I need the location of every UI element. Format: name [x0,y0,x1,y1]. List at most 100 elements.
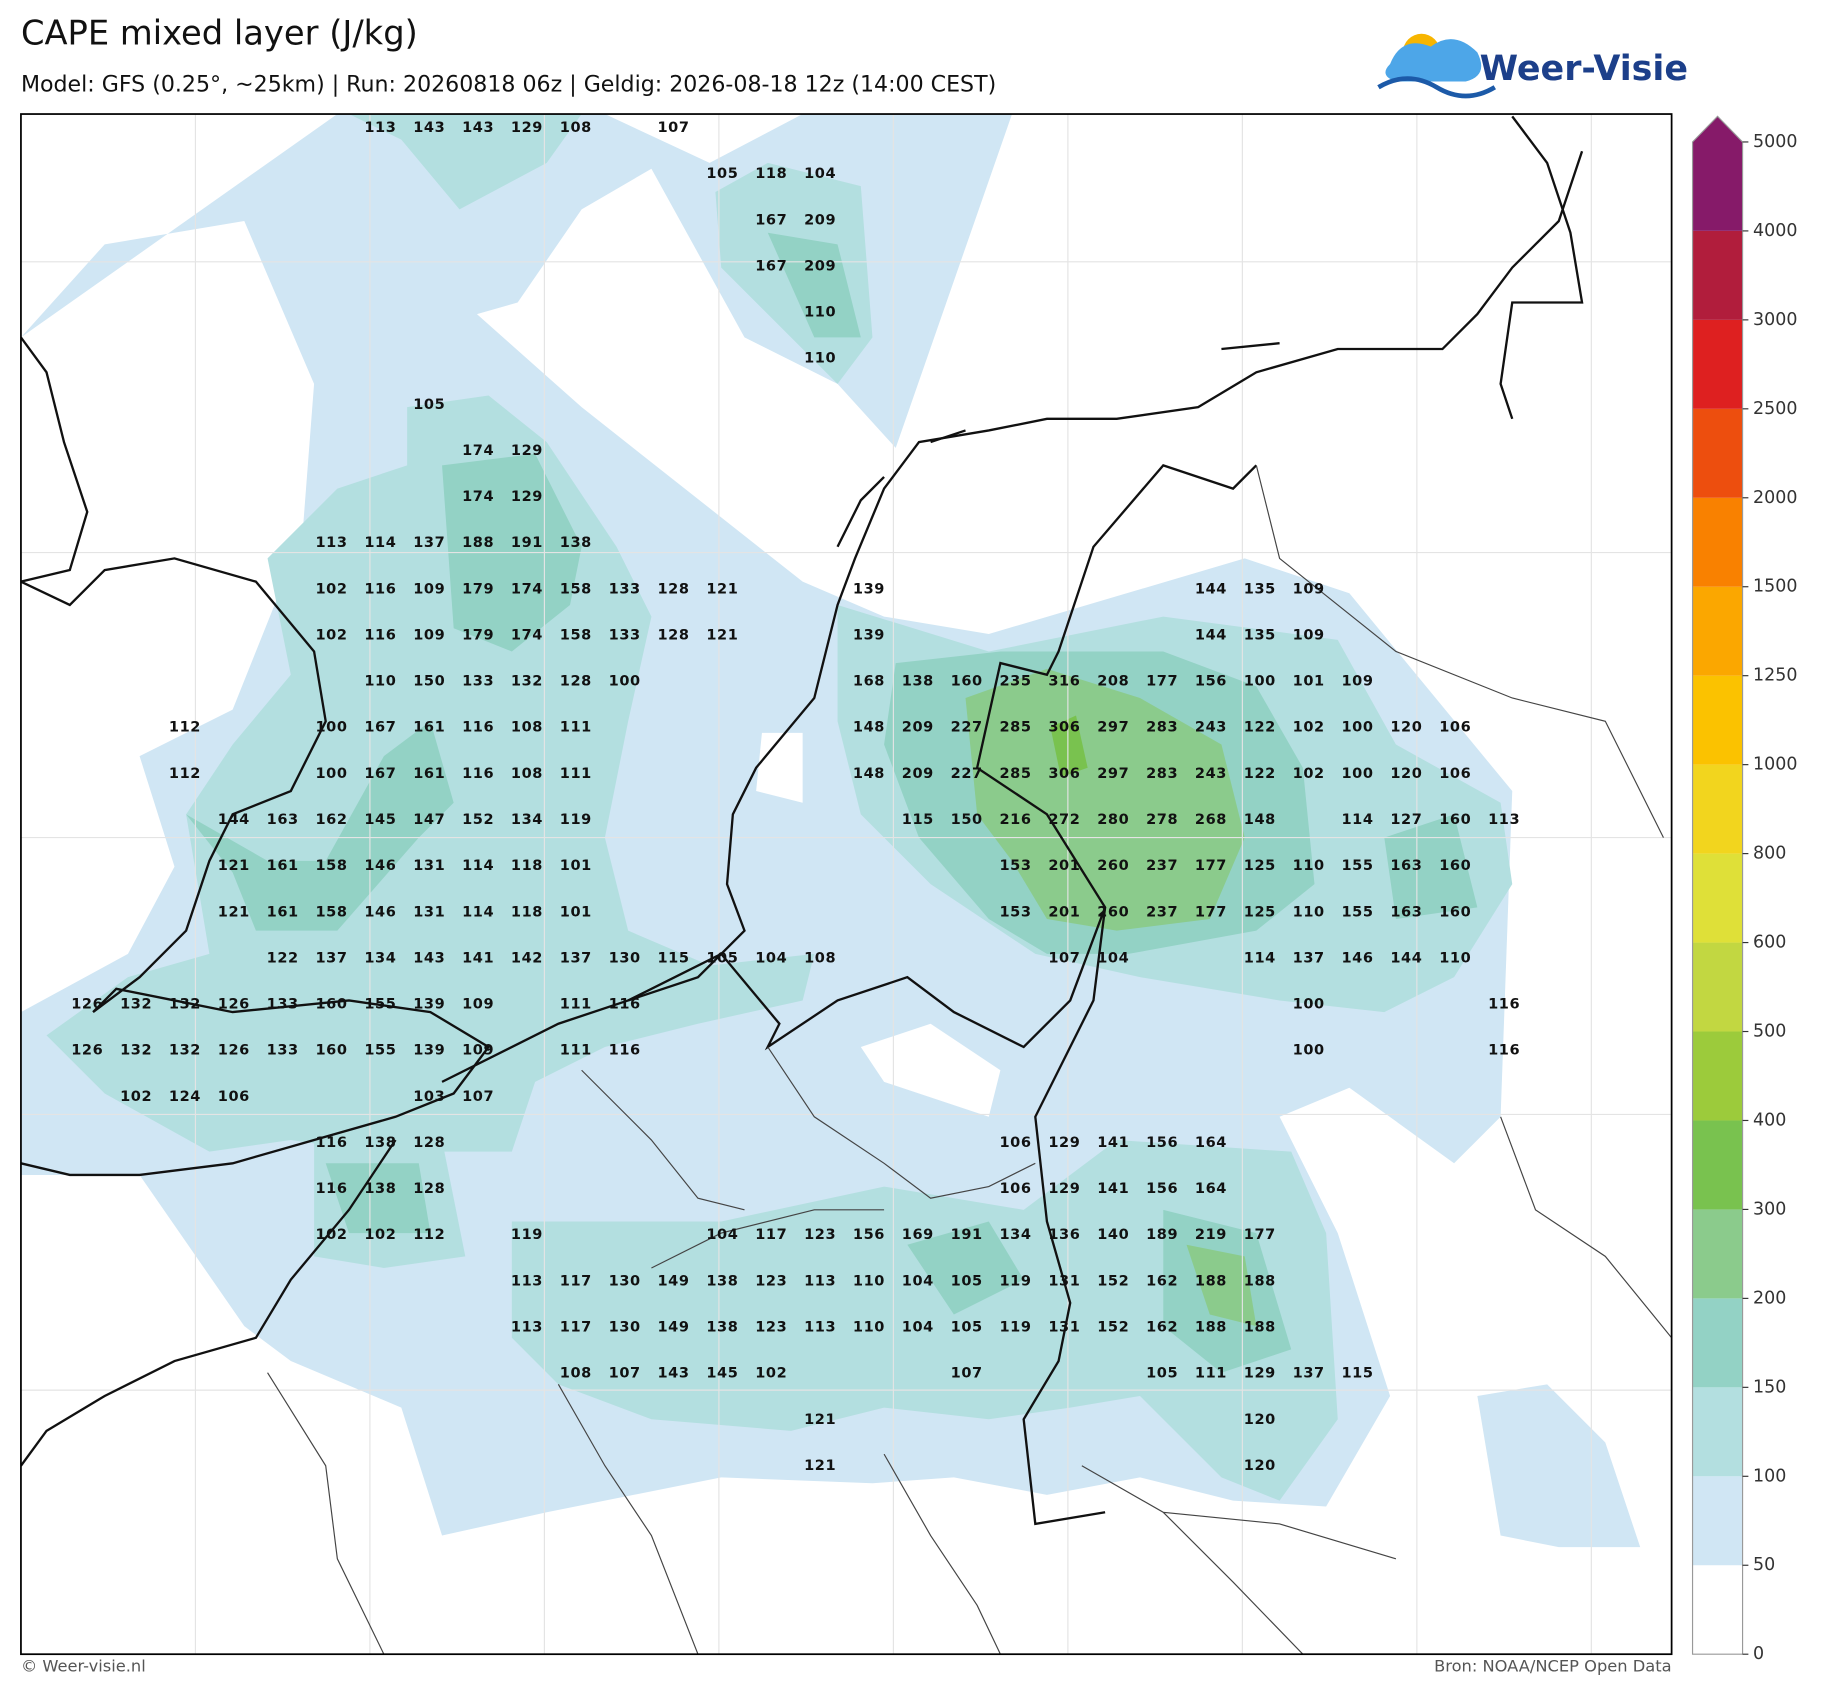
cape-value: 156 [853,1227,885,1243]
cape-value: 109 [413,581,445,597]
cape-value: 138 [706,1320,738,1336]
cape-value: 122 [1244,720,1276,736]
cape-value: 100 [1293,997,1325,1013]
cape-value: 156 [1146,1135,1178,1151]
cape-0-hole [756,732,1001,1117]
cape-value: 143 [462,120,494,136]
cape-value: 116 [315,1135,347,1151]
cape-value: 152 [462,812,494,828]
colorbar-segment [1692,853,1743,943]
cape-value: 134 [511,812,543,828]
cape-value: 158 [560,581,592,597]
cape-value: 103 [413,1089,445,1105]
colorbar: 0 50 100 150 200 300 400 500 600 800 1000 1250 1500 2… [1691,115,1797,1664]
cape-value: 148 [853,720,885,736]
cape-value: 179 [462,581,494,597]
cape-value: 110 [364,674,396,690]
cape-value: 102 [315,627,347,643]
graticule [20,114,1672,1655]
cape-value: 101 [560,858,592,874]
cape-value: 104 [902,1273,934,1289]
colorbar-tick-label: 0 [1753,1644,1764,1664]
cape-value: 119 [560,812,592,828]
cape-value: 130 [609,950,641,966]
cape-value: 150 [951,812,983,828]
cape-value: 163 [267,812,299,828]
cape-value: 156 [1146,1181,1178,1197]
cape-value: 104 [902,1320,934,1336]
colorbar-tick-label: 5000 [1753,132,1797,152]
cape-value: 144 [1195,581,1227,597]
colorbar-tick-label: 100 [1753,1466,1786,1486]
cape-value: 117 [755,1227,787,1243]
cape-value: 102 [1293,720,1325,736]
colorbar-tick-label: 800 [1753,844,1786,864]
cape-value: 126 [218,997,250,1013]
cape-value: 106 [218,1089,250,1105]
cape-value: 126 [71,997,103,1013]
cape-value: 137 [560,950,592,966]
value-labels: 113 143 143 129 108 107 105 118 104 167 209 167 209 1… [71,120,1519,1474]
cape-value: 131 [1048,1320,1080,1336]
cape-value: 235 [999,674,1031,690]
cape-value: 119 [511,1227,543,1243]
cape-value: 209 [902,720,934,736]
cape-value: 108 [560,1366,592,1382]
title: CAPE mixed layer (J/kg) [21,13,418,52]
cape-value: 121 [218,858,250,874]
cape-value: 111 [560,720,592,736]
cape-value: 243 [1195,766,1227,782]
cape-value: 102 [120,1089,152,1105]
cape-value: 160 [1439,904,1471,920]
cape-value: 146 [1341,950,1373,966]
cape-value: 137 [1293,1366,1325,1382]
cape-value: 227 [951,766,983,782]
cape-value: 208 [1097,674,1129,690]
cape-value: 160 [315,997,347,1013]
cape-value: 102 [1293,766,1325,782]
cape-value: 135 [1244,627,1276,643]
cape-value: 144 [1195,627,1227,643]
cape-value: 116 [462,766,494,782]
cape-value: 129 [1048,1135,1080,1151]
cape-value: 100 [1341,720,1373,736]
cape-200-area [965,668,1257,1327]
colorbar-segment [1692,942,1743,1032]
cape-value: 105 [706,950,738,966]
cape-value: 149 [657,1320,689,1336]
cape-value: 143 [413,950,445,966]
cape-value: 141 [462,950,494,966]
cape-value: 112 [169,720,201,736]
cape-value: 128 [560,674,592,690]
cape-value: 119 [999,1320,1031,1336]
cape-value: 209 [804,258,836,274]
cape-value: 152 [1097,1273,1129,1289]
cape-value: 112 [169,766,201,782]
cape-value: 122 [1244,766,1276,782]
cape-value: 135 [1244,581,1276,597]
cape-value: 121 [218,904,250,920]
cape-value: 150 [413,674,445,690]
cape-value: 174 [462,443,494,459]
cape-value: 306 [1048,766,1080,782]
cape-value: 139 [413,997,445,1013]
cape-value: 148 [853,766,885,782]
cape-value: 116 [462,720,494,736]
cape-value: 216 [999,812,1031,828]
cape-value: 139 [853,581,885,597]
cape-value: 100 [1341,766,1373,782]
cape-value: 160 [951,674,983,690]
cape-value: 111 [560,766,592,782]
cape-value: 260 [1097,904,1129,920]
cape-value: 144 [1390,950,1422,966]
cape-value: 163 [1390,904,1422,920]
cape-value: 112 [413,1227,445,1243]
cape-value: 147 [413,812,445,828]
map-frame [20,113,1673,1656]
cape-value: 105 [413,397,445,413]
colorbar-tick-label: 50 [1753,1555,1775,1575]
cape-value: 188 [1244,1320,1276,1336]
cape-value: 161 [267,904,299,920]
colorbar-segment [1692,319,1743,409]
cape-value: 149 [657,1273,689,1289]
